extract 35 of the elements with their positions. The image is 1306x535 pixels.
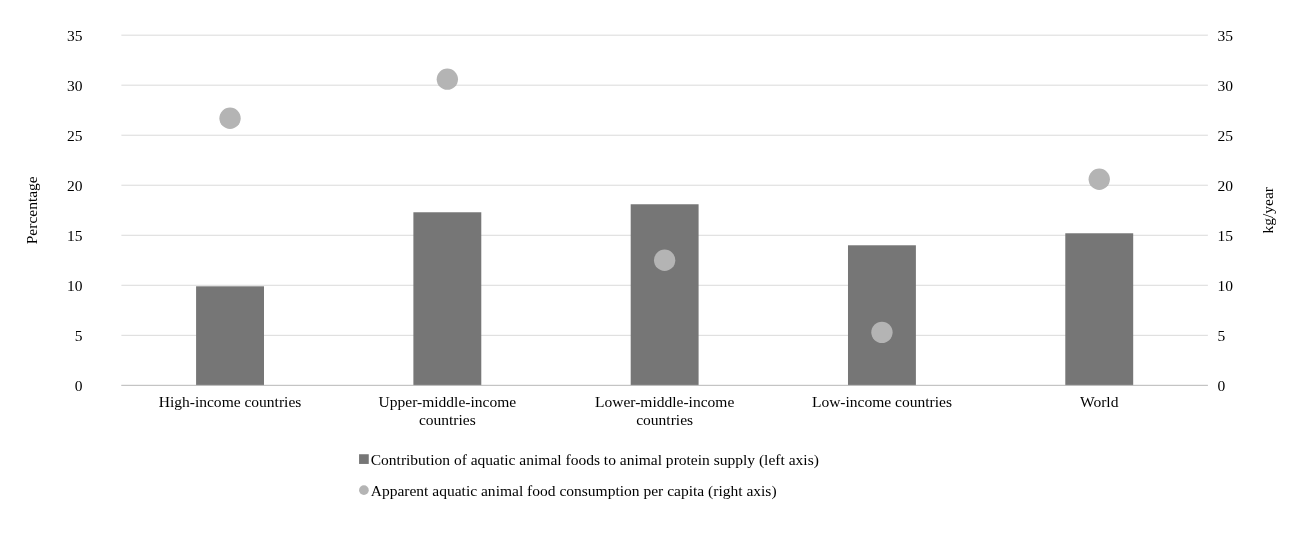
y2-tick-label: 20 (1217, 176, 1234, 194)
bar (847, 245, 916, 386)
y2-tick-label: 5 (1217, 326, 1226, 344)
y2-tick-label: 15 (1217, 226, 1234, 244)
y-tick-label: 10 (67, 276, 83, 294)
bar (1065, 233, 1134, 386)
point (1088, 168, 1110, 190)
bar (196, 286, 264, 386)
x-tick-label: Low-income countries (811, 392, 952, 410)
point (653, 249, 676, 271)
bar (413, 212, 482, 386)
y2-axis-title: kg/year (1258, 186, 1276, 234)
y-tick-label: 15 (67, 226, 83, 244)
legend-label: Apparent aquatic animal food consumption per capita (right axis) (370, 481, 777, 500)
point (436, 68, 459, 90)
y-tick-label: 25 (67, 126, 83, 144)
point (219, 107, 241, 129)
y-tick-label: 30 (67, 76, 83, 94)
y2-tick-label: 30 (1217, 76, 1234, 94)
bar (630, 204, 699, 386)
y-tick-label: 20 (67, 176, 83, 194)
y-tick-label: 5 (74, 326, 83, 344)
y2-tick-label: 35 (1217, 26, 1234, 44)
x-tick-label: Lower-middle-income countries (595, 392, 735, 429)
y2-tick-label: 25 (1217, 126, 1234, 144)
y2-tick-label: 0 (1217, 376, 1226, 394)
y-tick-label: 35 (67, 26, 83, 44)
x-tick-label: High-income countries (158, 392, 302, 410)
y2-tick-label: 10 (1217, 276, 1234, 294)
y-axis-title: Percentage (22, 176, 40, 245)
x-tick-label: World (1080, 392, 1119, 410)
point (871, 321, 893, 343)
y-tick-label: 0 (74, 376, 83, 394)
legend-label: Contribution of aquatic animal foods to animal protein supply (left axis) (370, 450, 819, 469)
x-tick-label: Upper-middle-income countries (378, 392, 517, 429)
